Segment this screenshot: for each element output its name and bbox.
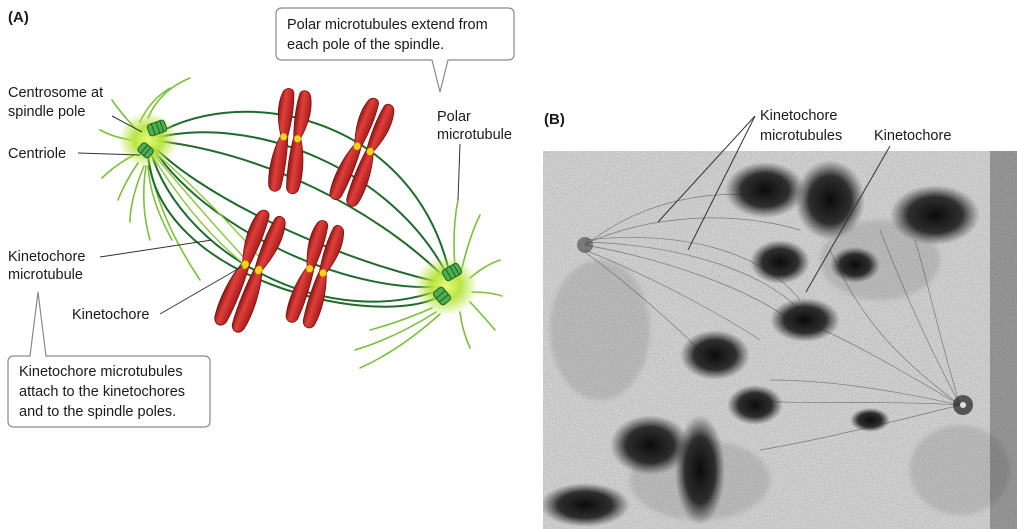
chromosome-4 — [282, 217, 348, 331]
leader-lines-b — [657, 115, 891, 293]
chromosome-3 — [210, 206, 290, 336]
callout-kmt-line3: and to the spindle poles. — [19, 404, 176, 420]
panel-b-letter: (B) — [544, 111, 565, 128]
label-polar-line2: microtubule — [437, 127, 512, 143]
label-kmt-line2: microtubule — [8, 267, 83, 283]
callout-kinetochore-mt: Kinetochore microtubules attach to the k… — [7, 291, 211, 428]
callout-polar-line1: Polar microtubules extend from — [287, 17, 488, 33]
label-centriole: Centriole — [8, 146, 66, 162]
label-kmt-b-line1: Kinetochore — [760, 108, 837, 124]
panel-a-letter: (A) — [8, 9, 29, 26]
label-centrosome-line2: spindle pole — [8, 104, 85, 120]
callout-kmt-line1: Kinetochore microtubules — [19, 364, 183, 380]
chromosome-2 — [326, 95, 399, 210]
spindle-microtubules — [146, 110, 453, 308]
label-kmt-b-line2: microtubules — [760, 128, 842, 144]
label-kmt-line1: Kinetochore — [8, 249, 85, 265]
label-polar-line1: Polar — [437, 109, 471, 125]
electron-micrograph — [543, 151, 1017, 529]
label-kinetochore-a: Kinetochore — [72, 307, 149, 323]
callout-kmt-line2: attach to the kinetochores — [19, 384, 185, 400]
leader-lines-a — [77, 115, 461, 315]
callout-polar: Polar microtubules extend from each pole… — [275, 7, 515, 93]
centrosome-left — [118, 112, 178, 168]
centrosome-right — [414, 256, 478, 316]
label-centrosome-line1: Centrosome at — [8, 85, 103, 101]
callout-polar-line2: each pole of the spindle. — [287, 37, 444, 53]
label-kinetochore-b: Kinetochore — [874, 128, 951, 144]
